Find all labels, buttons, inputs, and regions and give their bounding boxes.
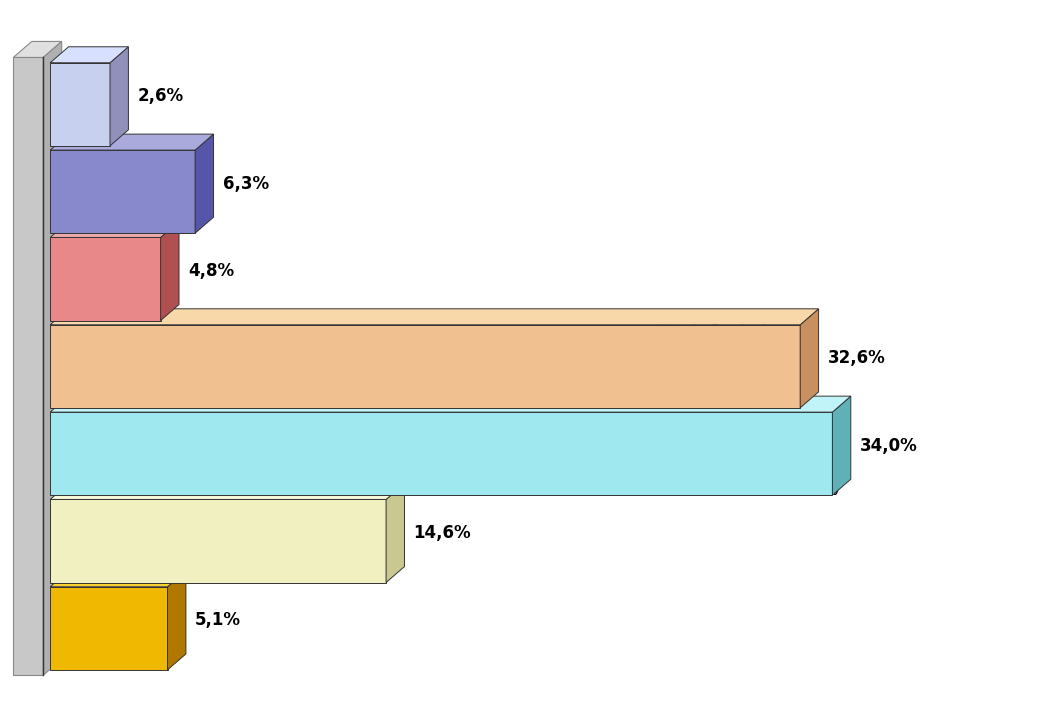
Polygon shape <box>50 47 129 63</box>
Text: 6,3%: 6,3% <box>222 174 269 193</box>
Polygon shape <box>50 325 800 408</box>
Text: 2,6%: 2,6% <box>137 88 184 105</box>
Polygon shape <box>50 150 195 233</box>
Legend: do 3 miesięcy, 4-6 miesięcy, 7-9 miesięcy, 10-12 miesięcy, 13-24 miesięcy, 25-36: do 3 miesięcy, 4-6 miesięcy, 7-9 miesięc… <box>650 317 848 501</box>
Polygon shape <box>387 484 404 582</box>
Polygon shape <box>14 57 44 675</box>
Text: 32,6%: 32,6% <box>828 349 885 367</box>
Polygon shape <box>50 222 179 237</box>
Polygon shape <box>50 134 214 150</box>
Polygon shape <box>195 134 214 233</box>
Polygon shape <box>50 412 832 495</box>
Polygon shape <box>44 42 61 675</box>
Polygon shape <box>161 222 179 321</box>
Polygon shape <box>110 47 129 146</box>
Polygon shape <box>167 571 186 670</box>
Polygon shape <box>50 499 387 582</box>
Polygon shape <box>50 63 110 146</box>
Polygon shape <box>50 309 819 325</box>
Text: 34,0%: 34,0% <box>860 437 917 455</box>
Polygon shape <box>14 42 61 57</box>
Polygon shape <box>50 484 404 499</box>
Text: 14,6%: 14,6% <box>414 524 472 542</box>
Polygon shape <box>50 571 186 587</box>
Text: 5,1%: 5,1% <box>195 611 241 629</box>
Polygon shape <box>50 237 161 321</box>
Polygon shape <box>50 396 851 412</box>
Polygon shape <box>800 309 819 408</box>
Polygon shape <box>832 396 851 495</box>
Polygon shape <box>50 587 167 670</box>
Text: 4,8%: 4,8% <box>188 262 235 280</box>
